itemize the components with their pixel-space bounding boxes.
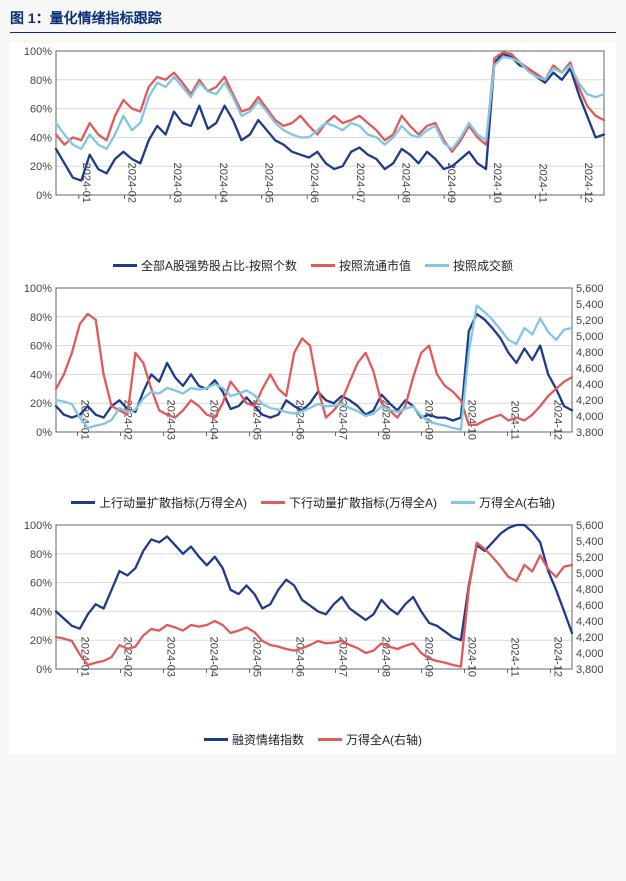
- x-tick: 2024-02: [122, 637, 134, 677]
- chart-p3: 0% 20% 40% 60% 80% 100% 3,800 4,000 4,200 4,400 4,…: [10, 517, 616, 727]
- legend-swatch: [425, 264, 449, 267]
- x-tick: 2024-08: [400, 163, 412, 203]
- x-tick: 2024-06: [294, 637, 306, 677]
- y-right-tick: 5,400: [576, 299, 604, 311]
- figure-title: 图 1：量化情绪指标跟踪: [10, 8, 616, 33]
- legend-label: 万得全A(右轴): [346, 731, 422, 748]
- chart-panel: 0% 20% 40% 60% 80% 100% 3,800 4,000 4,200 4,400 4,…: [10, 517, 616, 754]
- legend-item: 万得全A(右轴): [318, 731, 422, 748]
- x-tick: 2024-12: [552, 400, 564, 440]
- legend-label: 按照流通市值: [339, 257, 411, 274]
- y-right-tick: 4,800: [576, 584, 604, 596]
- y-right-tick: 4,800: [576, 347, 604, 359]
- legend-swatch: [311, 264, 335, 267]
- y-left-tick: 80%: [30, 312, 52, 324]
- x-tick: 2024-10: [466, 637, 478, 677]
- legend-label: 万得全A(右轴): [479, 494, 555, 511]
- y-left-tick: 60%: [30, 341, 52, 353]
- y-left-tick: 0%: [36, 427, 52, 439]
- x-tick: 2024-12: [552, 637, 564, 677]
- legend-label: 融资情绪指数: [232, 731, 304, 748]
- y-right-tick: 4,000: [576, 648, 604, 660]
- x-tick: 2024-03: [171, 163, 183, 203]
- legend: 全部A股强势股占比-按照个数 按照流通市值 按照成交额: [10, 253, 616, 280]
- chart-p2: 0% 20% 40% 60% 80% 100% 3,800 4,000 4,200 4,400 4,…: [10, 280, 616, 490]
- y-right-tick: 4,200: [576, 395, 604, 407]
- x-tick: 2024-10: [491, 163, 503, 203]
- x-tick: 2024-07: [354, 163, 366, 203]
- y-right-tick: 3,800: [576, 427, 604, 439]
- y-left-tick: 60%: [30, 578, 52, 590]
- x-tick: 2024-03: [165, 400, 177, 440]
- legend-item: 融资情绪指数: [204, 731, 304, 748]
- y-right-tick: 5,000: [576, 331, 604, 343]
- y-right-tick: 3,800: [576, 664, 604, 676]
- y-left-tick: 80%: [30, 549, 52, 561]
- x-tick: 2024-05: [251, 637, 263, 677]
- x-tick: 2024-11: [537, 163, 549, 203]
- legend-swatch: [451, 501, 475, 504]
- legend-swatch: [318, 738, 342, 741]
- x-tick: 2024-04: [208, 637, 220, 677]
- y-left-tick: 20%: [30, 161, 52, 173]
- y-right-tick: 5,000: [576, 568, 604, 580]
- x-tick: 2024-04: [217, 163, 229, 203]
- legend-label: 按照成交额: [453, 257, 513, 274]
- legend-label: 下行动量扩散指标(万得全A): [289, 494, 437, 511]
- y-right-tick: 4,600: [576, 363, 604, 375]
- x-tick: 2024-12: [582, 163, 594, 203]
- legend-item: 万得全A(右轴): [451, 494, 555, 511]
- legend-swatch: [261, 501, 285, 504]
- chart-p1: 0%20%40%60%80%100%2024-012024-022024-032…: [10, 43, 616, 253]
- y-left-tick: 80%: [30, 75, 52, 87]
- y-left-tick: 20%: [30, 398, 52, 410]
- y-right-tick: 4,400: [576, 616, 604, 628]
- y-left-tick: 20%: [30, 635, 52, 647]
- legend-item: 上行动量扩散指标(万得全A): [71, 494, 247, 511]
- legend: 上行动量扩散指标(万得全A) 下行动量扩散指标(万得全A) 万得全A(右轴): [10, 490, 616, 517]
- y-right-tick: 5,600: [576, 520, 604, 532]
- y-right-tick: 5,200: [576, 315, 604, 327]
- legend-item: 按照流通市值: [311, 257, 411, 274]
- x-tick: 2024-11: [509, 637, 521, 677]
- legend-item: 下行动量扩散指标(万得全A): [261, 494, 437, 511]
- y-left-tick: 0%: [36, 190, 52, 202]
- y-left-tick: 40%: [30, 606, 52, 618]
- y-right-tick: 5,200: [576, 552, 604, 564]
- legend-item: 按照成交额: [425, 257, 513, 274]
- x-tick: 2024-06: [308, 163, 320, 203]
- legend-label: 全部A股强势股占比-按照个数: [141, 257, 297, 274]
- legend-swatch: [113, 264, 137, 267]
- y-right-tick: 4,200: [576, 632, 604, 644]
- y-left-tick: 100%: [24, 283, 52, 295]
- legend: 融资情绪指数 万得全A(右轴): [10, 727, 616, 754]
- legend-label: 上行动量扩散指标(万得全A): [99, 494, 247, 511]
- y-left-tick: 40%: [30, 132, 52, 144]
- x-tick: 2024-05: [263, 163, 275, 203]
- legend-swatch: [71, 501, 95, 504]
- y-left-tick: 0%: [36, 664, 52, 676]
- legend-swatch: [204, 738, 228, 741]
- y-right-tick: 4,400: [576, 379, 604, 391]
- y-right-tick: 5,400: [576, 536, 604, 548]
- y-right-tick: 4,000: [576, 411, 604, 423]
- chart-panel: 0%20%40%60%80%100%2024-012024-022024-032…: [10, 43, 616, 280]
- y-left-tick: 100%: [24, 46, 52, 58]
- y-right-tick: 5,600: [576, 283, 604, 295]
- y-right-tick: 4,600: [576, 600, 604, 612]
- chart-panel: 0% 20% 40% 60% 80% 100% 3,800 4,000 4,200 4,400 4,…: [10, 280, 616, 517]
- y-left-tick: 40%: [30, 369, 52, 381]
- legend-item: 全部A股强势股占比-按照个数: [113, 257, 297, 274]
- y-left-tick: 60%: [30, 104, 52, 116]
- x-tick: 2024-02: [126, 163, 138, 203]
- x-tick: 2024-04: [208, 400, 220, 440]
- x-tick: 2024-03: [165, 637, 177, 677]
- y-left-tick: 100%: [24, 520, 52, 532]
